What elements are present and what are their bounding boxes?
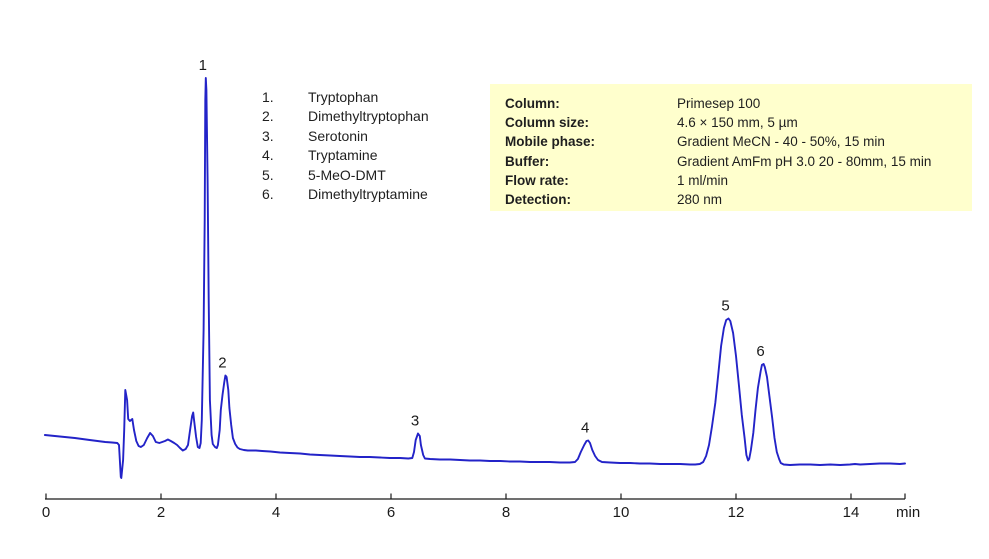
method-info-row: Detection: 280 nm bbox=[505, 190, 964, 209]
peak-label-2: 2 bbox=[218, 355, 226, 372]
method-info-box: Column: Primesep 100 Column size: 4.6 × … bbox=[490, 84, 972, 211]
peak-label-5: 5 bbox=[721, 298, 729, 315]
legend-item-number: 5. bbox=[262, 166, 274, 183]
legend-item: 5. 5-MeO-DMT bbox=[262, 166, 429, 185]
legend-item-number: 2. bbox=[262, 108, 274, 125]
method-info-value: Gradient AmFm pH 3.0 20 - 80mm, 15 min bbox=[677, 153, 932, 169]
method-info-row: Column: Primesep 100 bbox=[505, 94, 964, 113]
method-info-label: Detection: bbox=[505, 192, 572, 208]
x-axis-tick-label: 8 bbox=[502, 504, 510, 521]
legend-item: 6. Dimethyltryptamine bbox=[262, 185, 429, 204]
peak-label-3: 3 bbox=[411, 413, 419, 430]
peak-legend: 1. Tryptophan 2. Dimethyltryptophan 3. S… bbox=[262, 88, 429, 204]
method-info-row: Flow rate: 1 ml/min bbox=[505, 171, 964, 190]
method-info-row: Mobile phase: Gradient MeCN - 40 - 50%, … bbox=[505, 132, 964, 151]
legend-item: 2. Dimethyltryptophan bbox=[262, 107, 429, 126]
legend-item-name: Dimethyltryptophan bbox=[308, 108, 429, 125]
x-axis-tick-label: 12 bbox=[728, 504, 745, 521]
peak-label-6: 6 bbox=[756, 343, 764, 360]
method-info-value: Primesep 100 bbox=[677, 96, 761, 111]
legend-item: 4. Tryptamine bbox=[262, 146, 429, 165]
peak-label-4: 4 bbox=[581, 420, 589, 437]
method-info-row: Column size: 4.6 × 150 mm, 5 µm bbox=[505, 113, 964, 132]
legend-item: 1. Tryptophan bbox=[262, 88, 429, 107]
legend-item-name: Dimethyltryptamine bbox=[308, 186, 428, 203]
x-axis-tick-label: 2 bbox=[157, 504, 165, 521]
method-info-value: Gradient MeCN - 40 - 50%, 15 min bbox=[677, 134, 885, 150]
method-info-value: 1 ml/min bbox=[677, 172, 729, 188]
legend-item-name: Tryptophan bbox=[308, 89, 379, 105]
legend-item-number: 4. bbox=[262, 147, 274, 164]
method-info-label: Flow rate: bbox=[505, 172, 569, 188]
method-info-value: 280 nm bbox=[677, 192, 723, 208]
legend-item-name: 5-MeO-DMT bbox=[308, 166, 386, 183]
x-axis-tick-label: 0 bbox=[42, 504, 50, 521]
x-axis-unit-label: min bbox=[896, 504, 920, 521]
method-info-label: Buffer: bbox=[505, 153, 550, 169]
method-info-label: Mobile phase: bbox=[505, 134, 596, 150]
chromatogram-trace bbox=[43, 77, 906, 479]
peak-label-1: 1 bbox=[199, 57, 207, 74]
method-info-row: Buffer: Gradient AmFm pH 3.0 20 - 80mm, … bbox=[505, 152, 964, 171]
legend-item: 3. Serotonin bbox=[262, 127, 429, 146]
legend-item-number: 3. bbox=[262, 127, 274, 144]
x-axis-tick-label: 6 bbox=[387, 504, 395, 521]
x-axis-tick-label: 4 bbox=[272, 504, 280, 521]
legend-item-name: Serotonin bbox=[308, 127, 368, 144]
x-axis-tick-label: 14 bbox=[843, 504, 860, 521]
legend-item-number: 6. bbox=[262, 186, 274, 203]
method-info-value: 4.6 × 150 mm, 5 µm bbox=[677, 115, 798, 131]
x-axis-tick-label: 10 bbox=[613, 504, 630, 521]
method-info-label: Column: bbox=[505, 96, 560, 111]
legend-item-name: Tryptamine bbox=[308, 147, 378, 164]
method-info-label: Column size: bbox=[505, 115, 590, 131]
legend-item-number: 1. bbox=[262, 89, 274, 105]
